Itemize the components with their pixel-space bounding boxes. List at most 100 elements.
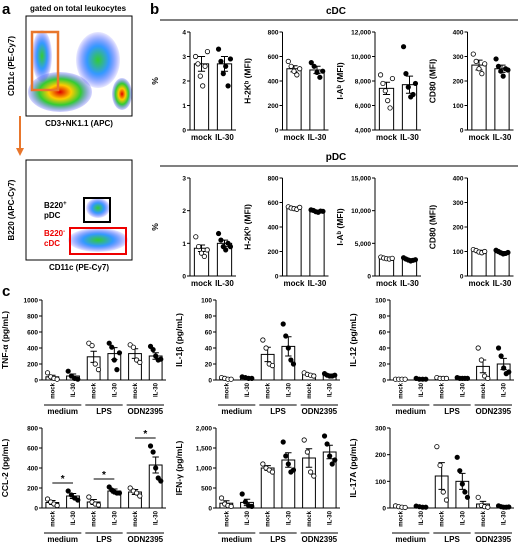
density	[76, 32, 120, 88]
x-tick-label: IL-30	[328, 510, 334, 525]
data-point	[269, 362, 276, 369]
flow-xlabel: CD11c (PE-Cy7)	[49, 263, 109, 272]
data-point	[109, 344, 115, 350]
data-point	[218, 237, 224, 243]
y-tick-label: 200	[268, 249, 279, 256]
data-point	[130, 344, 136, 350]
data-point	[280, 321, 286, 327]
y-tick-label: 600	[27, 330, 38, 337]
data-point	[193, 234, 199, 240]
y-tick-label: 600	[268, 200, 279, 207]
data-point	[137, 359, 143, 365]
data-point	[65, 488, 71, 494]
data-point	[280, 439, 286, 445]
group-label: ODN2395	[128, 535, 164, 544]
data-point	[495, 345, 502, 351]
data-point	[402, 376, 408, 382]
flow-ylabel: B220 (APC-Cy7)	[7, 179, 16, 240]
bar	[309, 210, 325, 277]
y-tick-label: 10,000	[351, 54, 371, 61]
data-point	[147, 443, 154, 449]
group-label: ODN2395	[128, 407, 164, 416]
arrow-head	[16, 148, 24, 156]
y-axis-label: I-Aᵇ (MFI)	[335, 208, 345, 245]
y-axis-label: IL-12 (pg/mL)	[348, 313, 358, 367]
data-point	[506, 504, 512, 510]
data-point	[297, 204, 303, 210]
data-point	[239, 491, 245, 497]
y-tick-label: 0	[275, 128, 279, 135]
data-point	[196, 244, 202, 250]
data-point	[320, 68, 326, 74]
y-tick-label: 600	[27, 446, 38, 453]
x-tick-label: mock	[440, 510, 446, 526]
y-tick-label: 12,000	[351, 30, 371, 37]
y-tick-label: 800	[268, 176, 279, 183]
data-point	[412, 80, 419, 87]
data-point	[134, 490, 140, 496]
y-tick-label: 200	[268, 103, 279, 110]
data-point	[260, 461, 266, 467]
x-tick-label: mock	[224, 510, 230, 526]
flow-xlabel: CD3+NK1.1 (APC)	[45, 119, 113, 128]
data-point	[197, 73, 203, 79]
data-point	[215, 230, 222, 237]
data-point	[195, 61, 201, 67]
data-point	[263, 345, 269, 351]
density	[86, 198, 110, 218]
data-point	[153, 353, 159, 359]
y-axis-label: TNF-α (pg/mL)	[0, 311, 10, 369]
data-point	[459, 481, 465, 487]
x-tick-label: IL-30	[245, 382, 251, 397]
data-point	[86, 494, 92, 500]
data-point	[443, 375, 450, 381]
y-tick-label: 200	[27, 362, 38, 369]
data-point	[332, 372, 338, 378]
data-point	[285, 345, 291, 351]
group-label: LPS	[270, 535, 286, 544]
data-point	[220, 71, 226, 77]
group-label: medium	[395, 407, 426, 416]
y-tick-label: 200	[453, 79, 464, 86]
data-point	[223, 247, 229, 253]
data-point	[106, 340, 112, 346]
y-tick-label: 1	[182, 241, 186, 248]
y-tick-label: 1,500	[196, 446, 213, 453]
y-tick-label: 100	[453, 249, 464, 256]
data-point	[158, 478, 164, 484]
data-point	[44, 370, 51, 376]
data-point	[495, 63, 502, 69]
data-point	[400, 44, 407, 50]
bar	[286, 68, 302, 131]
x-tick-label: IL-30	[286, 510, 292, 525]
x-tick-label: IL-30	[460, 510, 466, 525]
data-point	[127, 485, 133, 491]
y-tick-label: 800	[27, 314, 38, 321]
y-tick-label: 100	[375, 479, 386, 486]
data-point	[332, 457, 338, 463]
data-point	[475, 345, 481, 351]
y-tick-label: 0	[382, 506, 386, 513]
gate	[30, 30, 60, 92]
data-point	[227, 56, 234, 62]
y-axis-label: IL-1β (pg/mL)	[174, 313, 184, 367]
x-tick-label: mock	[307, 510, 313, 526]
data-point	[260, 337, 266, 343]
x-tick-label: mock	[398, 510, 404, 526]
y-tick-label: 6,000	[355, 103, 372, 110]
data-point	[457, 468, 463, 474]
group-label: ODN2395	[476, 535, 512, 544]
y-tick-label: 400	[27, 466, 38, 473]
error-bar	[459, 472, 466, 490]
data-point	[437, 462, 443, 468]
data-point	[198, 250, 205, 256]
y-tick-label: 80	[205, 314, 213, 321]
y-tick-label: 20	[205, 362, 213, 369]
data-point	[498, 353, 504, 359]
y-tick-label: 15,000	[351, 176, 371, 183]
bar	[193, 63, 210, 131]
y-tick-label: 40	[379, 346, 387, 353]
y-tick-label: 1,000	[196, 466, 213, 473]
y-axis-label: CCL-2 (pg/mL)	[0, 439, 10, 498]
x-tick-label: IL-30	[245, 510, 251, 525]
